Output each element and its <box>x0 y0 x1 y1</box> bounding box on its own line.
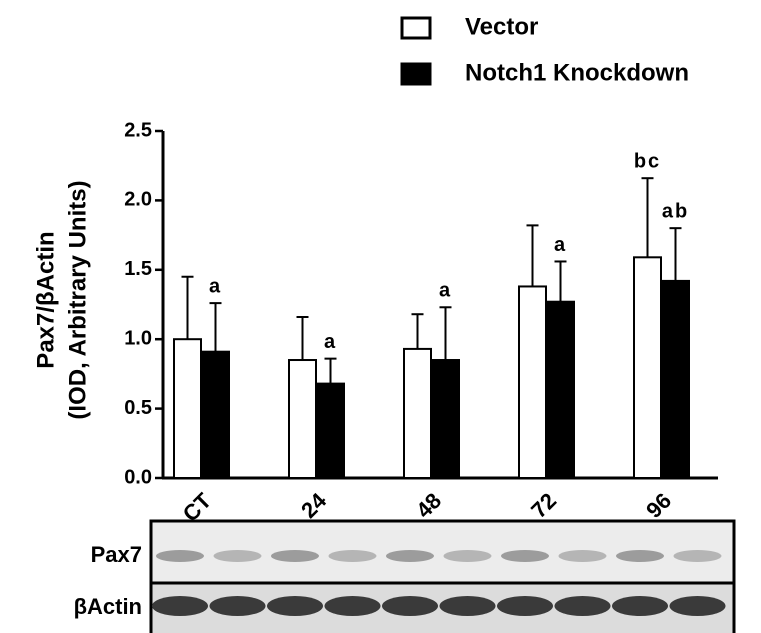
blot-band <box>612 596 668 616</box>
significance-letter: a <box>209 275 222 297</box>
chart: Pax7/βActin (IOD, Arbitrary Units) Pax7 … <box>0 0 761 633</box>
blot-band <box>210 596 266 616</box>
blot-band <box>325 596 381 616</box>
legend-swatch <box>402 64 430 84</box>
bar <box>519 286 546 478</box>
blot-row-label: Pax7 <box>91 542 142 567</box>
blot-band <box>497 596 553 616</box>
bar <box>174 339 201 478</box>
blot-band <box>267 596 323 616</box>
bar <box>662 281 689 478</box>
x-tick-label: 72 <box>526 488 561 523</box>
y-tick-label: 1.5 <box>124 258 152 280</box>
x-tick-label: 96 <box>641 488 676 523</box>
blot-band <box>329 550 377 562</box>
blot-band <box>156 550 204 562</box>
blot-band <box>271 550 319 562</box>
legend-label: Vector <box>465 13 538 40</box>
blot-band <box>382 596 438 616</box>
x-tick-label: 48 <box>411 488 446 523</box>
y-tick-label: 2.5 <box>124 119 152 141</box>
legend-label: Notch1 Knockdown <box>465 59 689 86</box>
blot-row-label: βActin <box>74 594 142 619</box>
blot-band <box>440 596 496 616</box>
blot-band <box>214 550 262 562</box>
bar <box>202 352 229 478</box>
y-title-line: (IOD, Arbitrary Units) <box>64 180 91 419</box>
legend-swatch <box>402 18 430 38</box>
blot-band <box>674 550 722 562</box>
blot-band <box>555 596 611 616</box>
y-tick-label: 2.0 <box>124 189 152 211</box>
significance-letter: a <box>439 280 452 302</box>
bar <box>404 349 431 478</box>
blot-band <box>386 550 434 562</box>
bar <box>634 257 661 478</box>
blot-band <box>152 596 208 616</box>
western-blot: Pax7 βActin <box>74 521 734 633</box>
significance-letter: a <box>554 234 567 256</box>
significance-letter: a <box>324 331 337 353</box>
blot-band <box>670 596 726 616</box>
bar <box>289 360 316 478</box>
blot-band <box>616 550 664 562</box>
x-tick-label: 24 <box>296 487 332 523</box>
bar <box>547 302 574 478</box>
blot-band <box>501 550 549 562</box>
y-tick-label: 0.5 <box>124 397 152 419</box>
significance-letter: bc <box>634 150 661 172</box>
bar <box>317 384 344 478</box>
significance-letter: ab <box>662 200 689 222</box>
y-title-line: Pax7/βActin <box>32 231 59 368</box>
bar <box>432 360 459 478</box>
blot-band <box>444 550 492 562</box>
blot-band <box>559 550 607 562</box>
y-tick-label: 0.0 <box>124 466 152 488</box>
y-tick-label: 1.0 <box>124 327 152 349</box>
y-axis-title: Pax7/βActin (IOD, Arbitrary Units) <box>32 180 91 419</box>
